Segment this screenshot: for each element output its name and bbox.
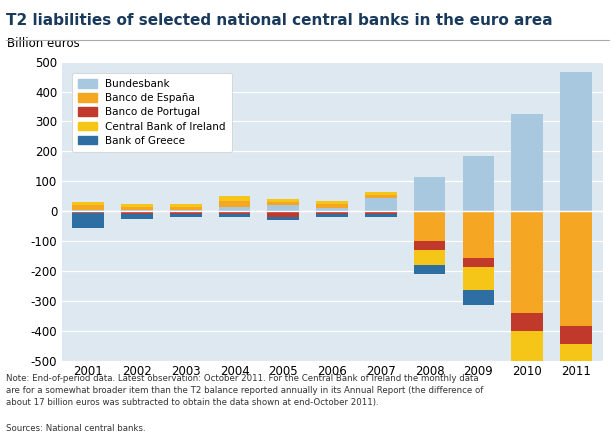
Bar [560, 326, 592, 345]
Bar [365, 192, 397, 195]
Bar [560, 345, 592, 376]
Bar [219, 207, 250, 211]
Bar [365, 214, 397, 217]
Bar [219, 196, 250, 201]
Bar [121, 211, 153, 214]
Bar [462, 290, 494, 305]
Bar [414, 250, 445, 265]
Bar [121, 207, 153, 210]
Bar [73, 213, 104, 227]
Text: Note: End-of-period data. Latest observation: October 2011. For the Central Bank: Note: End-of-period data. Latest observa… [6, 374, 483, 407]
Bar [170, 211, 202, 214]
Bar [511, 370, 543, 394]
Bar [560, 376, 592, 406]
Bar [365, 198, 397, 211]
Bar [268, 202, 299, 205]
Bar [219, 211, 250, 214]
Bar [560, 211, 592, 326]
Bar [170, 207, 202, 210]
Bar [414, 211, 445, 241]
Text: T2 liabilities of selected national central banks in the euro area: T2 liabilities of selected national cent… [6, 13, 553, 28]
Bar [73, 205, 104, 210]
Bar [121, 214, 153, 219]
Bar [219, 214, 250, 217]
Bar [365, 211, 397, 214]
Bar [73, 211, 104, 213]
Bar [170, 214, 202, 217]
Bar [511, 114, 543, 211]
Legend: Bundesbank, Banco de España, Banco de Portugal, Central Bank of Ireland, Bank of: Bundesbank, Banco de España, Banco de Po… [72, 73, 232, 152]
Bar [316, 204, 348, 208]
Bar [316, 211, 348, 214]
Bar [511, 211, 543, 313]
Bar [316, 201, 348, 204]
Bar [170, 204, 202, 207]
Bar [316, 208, 348, 211]
Bar [170, 210, 202, 211]
Bar [73, 210, 104, 211]
Bar [219, 201, 250, 207]
Bar [462, 257, 494, 267]
Text: Billion euros: Billion euros [7, 37, 80, 50]
Bar [462, 211, 494, 257]
Text: Sources: National central banks.: Sources: National central banks. [6, 425, 146, 433]
Bar [462, 156, 494, 211]
Bar [414, 241, 445, 250]
Bar [268, 211, 299, 217]
Bar [462, 267, 494, 290]
Bar [414, 265, 445, 274]
Bar [268, 217, 299, 220]
Bar [365, 195, 397, 198]
Bar [511, 331, 543, 370]
Bar [414, 177, 445, 211]
Bar [560, 72, 592, 211]
Bar [268, 205, 299, 211]
Bar [121, 210, 153, 211]
Bar [316, 214, 348, 217]
Bar [268, 199, 299, 202]
Bar [121, 204, 153, 207]
Bar [511, 313, 543, 331]
Bar [73, 202, 104, 205]
